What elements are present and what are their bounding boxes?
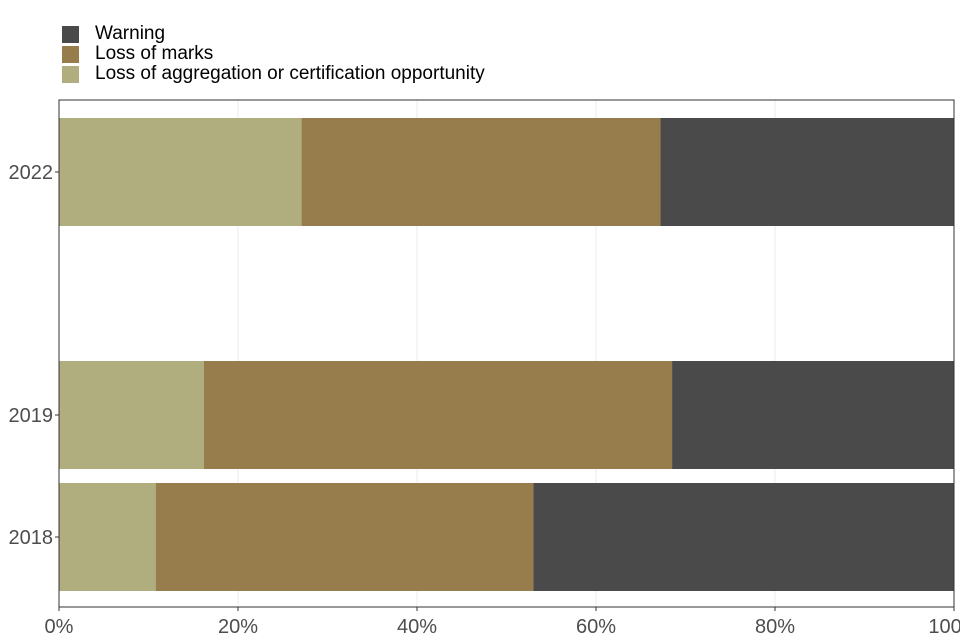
y-tick-label: 2018 — [9, 527, 54, 549]
x-tick-label: 20% — [218, 616, 258, 638]
chart-legend: Warning Loss of marks Loss of aggregation … — [62, 24, 485, 84]
x-tick-label: 0% — [45, 616, 74, 638]
legend-swatch — [62, 25, 79, 43]
legend-item: Loss of aggregation or certification opp… — [62, 64, 485, 84]
bar-segment-2019-loss-of-marks — [203, 361, 673, 469]
bar-segment-2022-loss-of-aggregation-or-certification-opportunity — [59, 118, 302, 226]
legend-label: Loss of marks — [95, 43, 214, 64]
bar-segment-2022-warning — [660, 118, 954, 226]
legend-label: Loss of aggregation or certification opp… — [95, 63, 485, 84]
bar-segment-2018-loss-of-aggregation-or-certification-opportunity — [59, 483, 156, 591]
legend-item: Loss of marks — [62, 44, 485, 64]
x-tick-label: 100% — [928, 616, 960, 638]
y-tick-label: 2019 — [9, 405, 54, 427]
x-tick-label: 60% — [576, 616, 616, 638]
legend-swatch — [62, 45, 79, 63]
x-tick-label: 80% — [755, 616, 795, 638]
bar-segment-2018-loss-of-marks — [155, 483, 534, 591]
plot-border — [58, 99, 955, 608]
bar-segment-2019-warning — [672, 361, 954, 469]
x-tick-label: 40% — [397, 616, 437, 638]
bar-segment-2022-loss-of-marks — [301, 118, 661, 226]
legend-label: Warning — [95, 23, 166, 44]
legend-item: Warning — [62, 24, 485, 44]
y-tick-label: 2022 — [9, 162, 54, 184]
bar-segment-2019-loss-of-aggregation-or-certification-opportunity — [59, 361, 204, 469]
legend-swatch — [62, 65, 79, 83]
bar-segment-2018-warning — [533, 483, 954, 591]
